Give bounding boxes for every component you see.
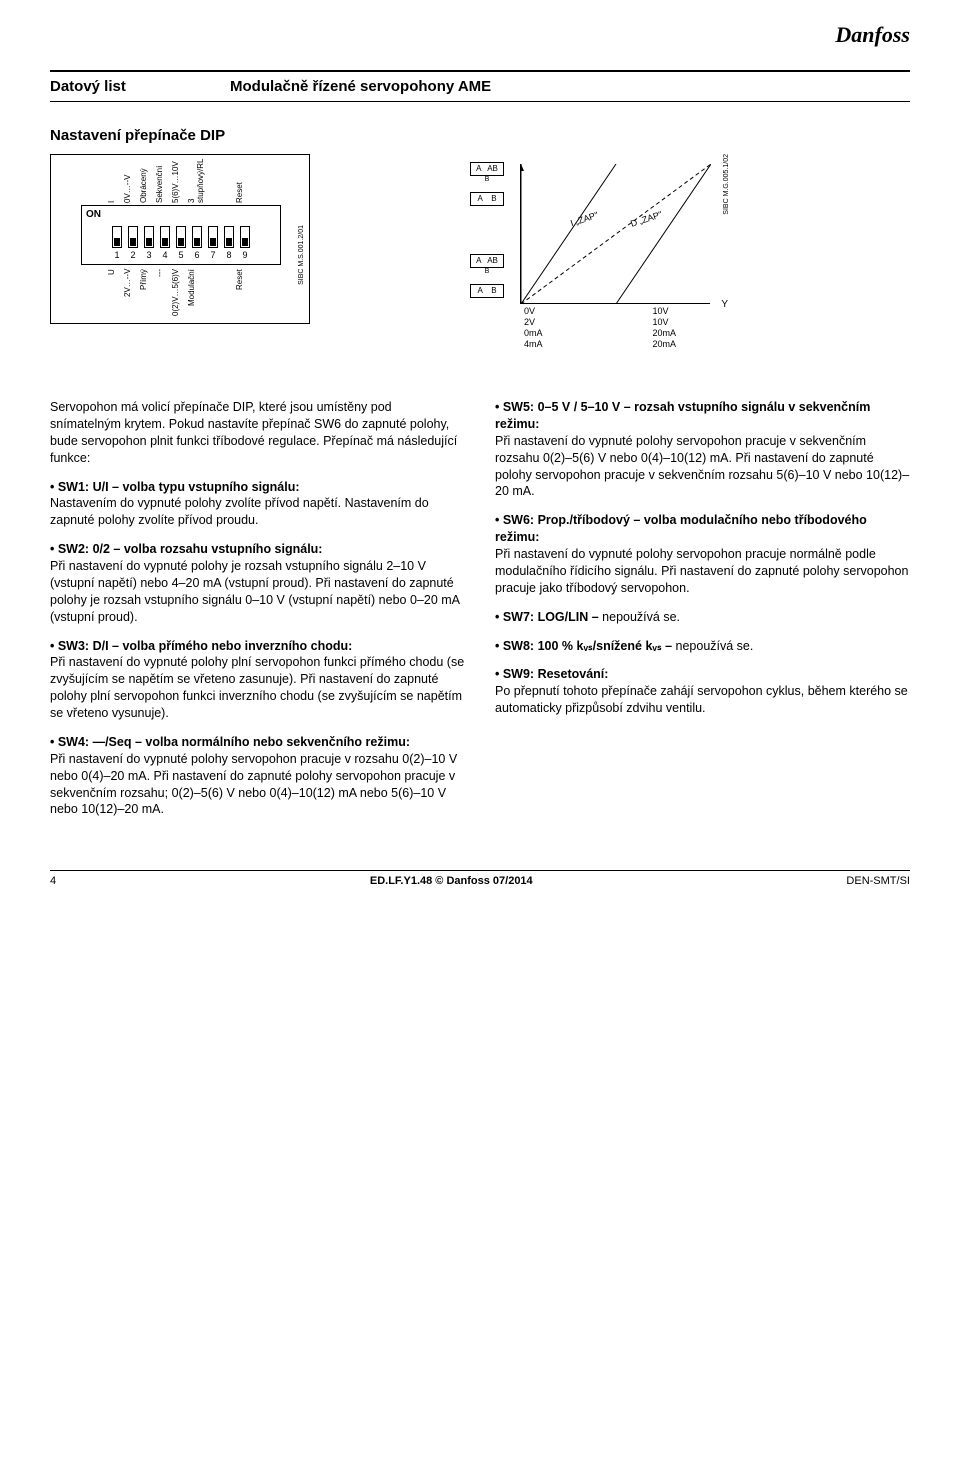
graph-y-axis: Y — [721, 299, 728, 310]
sw6-text: Při nastavení do vypnuté polohy servopoh… — [495, 547, 908, 595]
sw1-text: Nastavením do vypnuté polohy zvolíte pří… — [50, 496, 429, 527]
sw2-head: • SW2: 0/2 – volba rozsahu vstupního sig… — [50, 542, 322, 556]
right-column: • SW5: 0–5 V / 5–10 V – rozsah vstupního… — [495, 399, 910, 830]
response-graph: A AB B A B A AB B A B I „ZAP" D „ZAP" Y … — [430, 154, 730, 324]
sw3-text: Při nastavení do vypnuté polohy plní ser… — [50, 655, 464, 720]
dip-top-labels: I 0V…--V Obrácený Sekvenční 5(6)V…10V 3 … — [107, 157, 246, 203]
dip-sibc-code: SIBC M.S.001.2/01 — [298, 225, 305, 285]
intro-text: Servopohon má volicí přepínače DIP, kter… — [50, 399, 465, 467]
section-title: Nastavení přepínače DIP — [50, 127, 910, 144]
left-column: Servopohon má volicí přepínače DIP, kter… — [50, 399, 465, 830]
graph-sibc-code: SIBC M.G.005.1/02 — [723, 154, 730, 215]
sw4-head: • SW4: —/Seq – volba normálního nebo sek… — [50, 735, 410, 749]
sw7-head: • SW7: LOG/LIN – — [495, 610, 599, 624]
sw6-head: • SW6: Prop./tříbodový – volba modulační… — [495, 513, 867, 544]
sw7-text: nepoužívá se. — [599, 610, 680, 624]
dip-switch-diagram: I 0V…--V Obrácený Sekvenční 5(6)V…10V 3 … — [50, 154, 310, 324]
sw9-head: • SW9: Resetování: — [495, 667, 608, 681]
sw3-head: • SW3: D/I – volba přímého nebo inverzní… — [50, 639, 352, 653]
dip-bottom-labels: U 2V…--V Přímý --- 0(2)V…5(6)V Modulační… — [107, 269, 246, 323]
sw4-text: Při nastavení do vypnuté polohy servopoh… — [50, 752, 457, 817]
page-title: Modulačně řízené servopohony AME — [230, 78, 491, 95]
sw5-text: Při nastavení do vypnuté polohy servopoh… — [495, 434, 909, 499]
footer-center: ED.LF.Y1.48 © Danfoss 07/2014 — [370, 875, 533, 887]
footer-right: DEN-SMT/SI — [846, 875, 910, 887]
sw9-text: Po přepnutí tohoto přepínače zahájí serv… — [495, 684, 908, 715]
brand-logo: Danfoss — [835, 22, 910, 48]
footer-page: 4 — [50, 875, 56, 887]
sw5-head: • SW5: 0–5 V / 5–10 V – rozsah vstupního… — [495, 400, 870, 431]
doc-type-label: Datový list — [50, 78, 230, 95]
sw2-text: Při nastavení do vypnuté polohy je rozsa… — [50, 559, 459, 624]
sw8-head: • SW8: 100 % kᵥₛ/snížené kᵥₛ – — [495, 639, 672, 653]
sw1-head: • SW1: U/I – volba typu vstupního signál… — [50, 480, 300, 494]
sw8-text: nepoužívá se. — [672, 639, 753, 653]
dip-on-label: ON — [86, 209, 101, 220]
